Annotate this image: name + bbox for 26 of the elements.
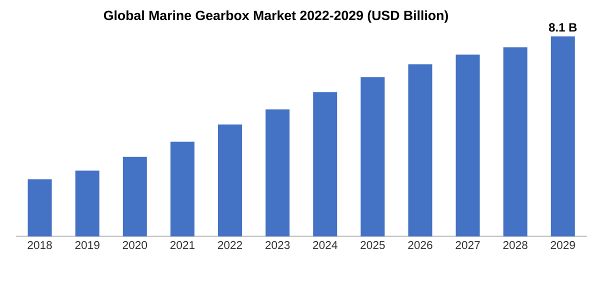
chart-title: Global Marine Gearbox Market 2022-2029 (USD Billion)	[104, 10, 448, 23]
bar	[360, 77, 385, 236]
x-tick-label: 2019	[75, 241, 100, 250]
bar	[170, 142, 194, 236]
x-tick-label: 2018	[28, 241, 52, 250]
bar	[503, 47, 528, 236]
x-tick-label: 2027	[456, 241, 480, 250]
bar	[456, 54, 480, 236]
bar	[313, 92, 338, 236]
x-tick-label: 2021	[170, 241, 194, 250]
x-tick-label: 2028	[503, 241, 528, 250]
x-tick-label: 2022	[218, 241, 242, 250]
x-tick-label: 2023	[266, 241, 290, 250]
data-label: 8.1 B	[548, 23, 577, 32]
x-tick-label: 2025	[360, 241, 385, 250]
bar	[408, 64, 432, 236]
bar	[28, 179, 52, 236]
bar	[122, 156, 147, 236]
x-tick-label: 2026	[408, 241, 432, 250]
bar	[266, 109, 290, 236]
x-tick-label: 2029	[550, 241, 575, 250]
bar	[550, 36, 575, 236]
x-tick-label: 2020	[122, 241, 148, 250]
bar	[75, 170, 100, 236]
x-tick-label: 2024	[313, 241, 338, 250]
bar	[218, 124, 242, 236]
